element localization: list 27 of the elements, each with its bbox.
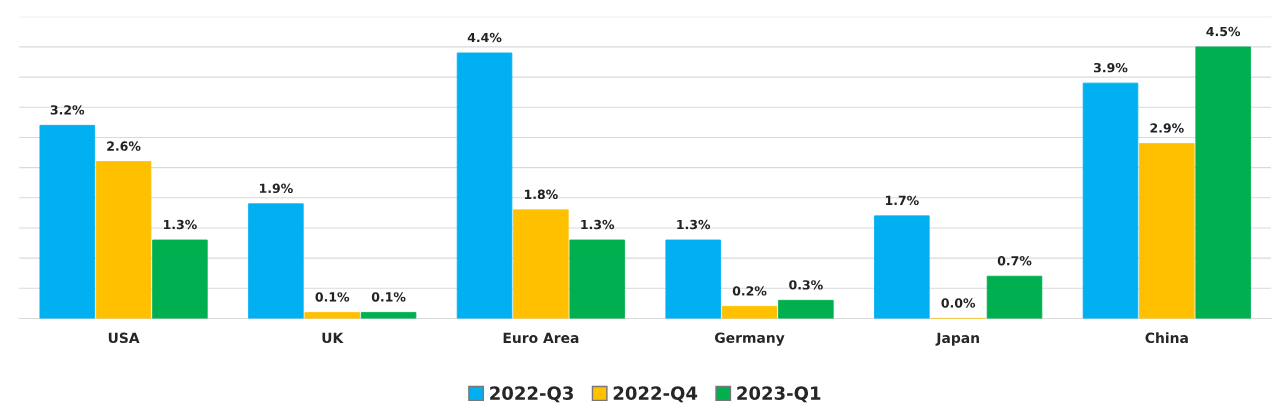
- data-label: 3.9%: [1094, 62, 1128, 73]
- data-label: 3.2%: [50, 105, 85, 115]
- x-tick-label: Germany: [715, 332, 785, 346]
- data-label: 1.8%: [524, 189, 558, 200]
- data-label: 0.0%: [941, 298, 976, 308]
- data-label: 1.9%: [259, 183, 293, 194]
- data-label: 4.4%: [467, 32, 502, 43]
- x-tick-label: UK: [322, 332, 344, 344]
- data-label: 4.5%: [1206, 26, 1241, 37]
- data-label: 0.7%: [997, 255, 1032, 266]
- data-label: 1.3%: [581, 219, 615, 230]
- legend-label: 2023-Q1: [737, 386, 821, 403]
- data-label: 1.7%: [885, 195, 919, 206]
- x-tick-label: Euro Area: [503, 332, 579, 344]
- data-label: 1.3%: [677, 219, 711, 230]
- data-label: 1.3%: [164, 219, 197, 230]
- data-label: 2.6%: [107, 141, 141, 151]
- x-tick-label: China: [1145, 332, 1188, 344]
- x-tick-label: Japan: [935, 332, 979, 346]
- data-label: 2.9%: [1150, 123, 1184, 133]
- x-tick-label: USA: [108, 332, 140, 344]
- data-label: 0.1%: [315, 292, 350, 302]
- data-label: 0.2%: [732, 286, 767, 296]
- data-label: 0.3%: [789, 280, 823, 290]
- data-label: 0.1%: [371, 292, 406, 302]
- legend-label: 2022-Q4: [613, 386, 698, 403]
- legend-label: 2022-Q3: [490, 386, 573, 403]
